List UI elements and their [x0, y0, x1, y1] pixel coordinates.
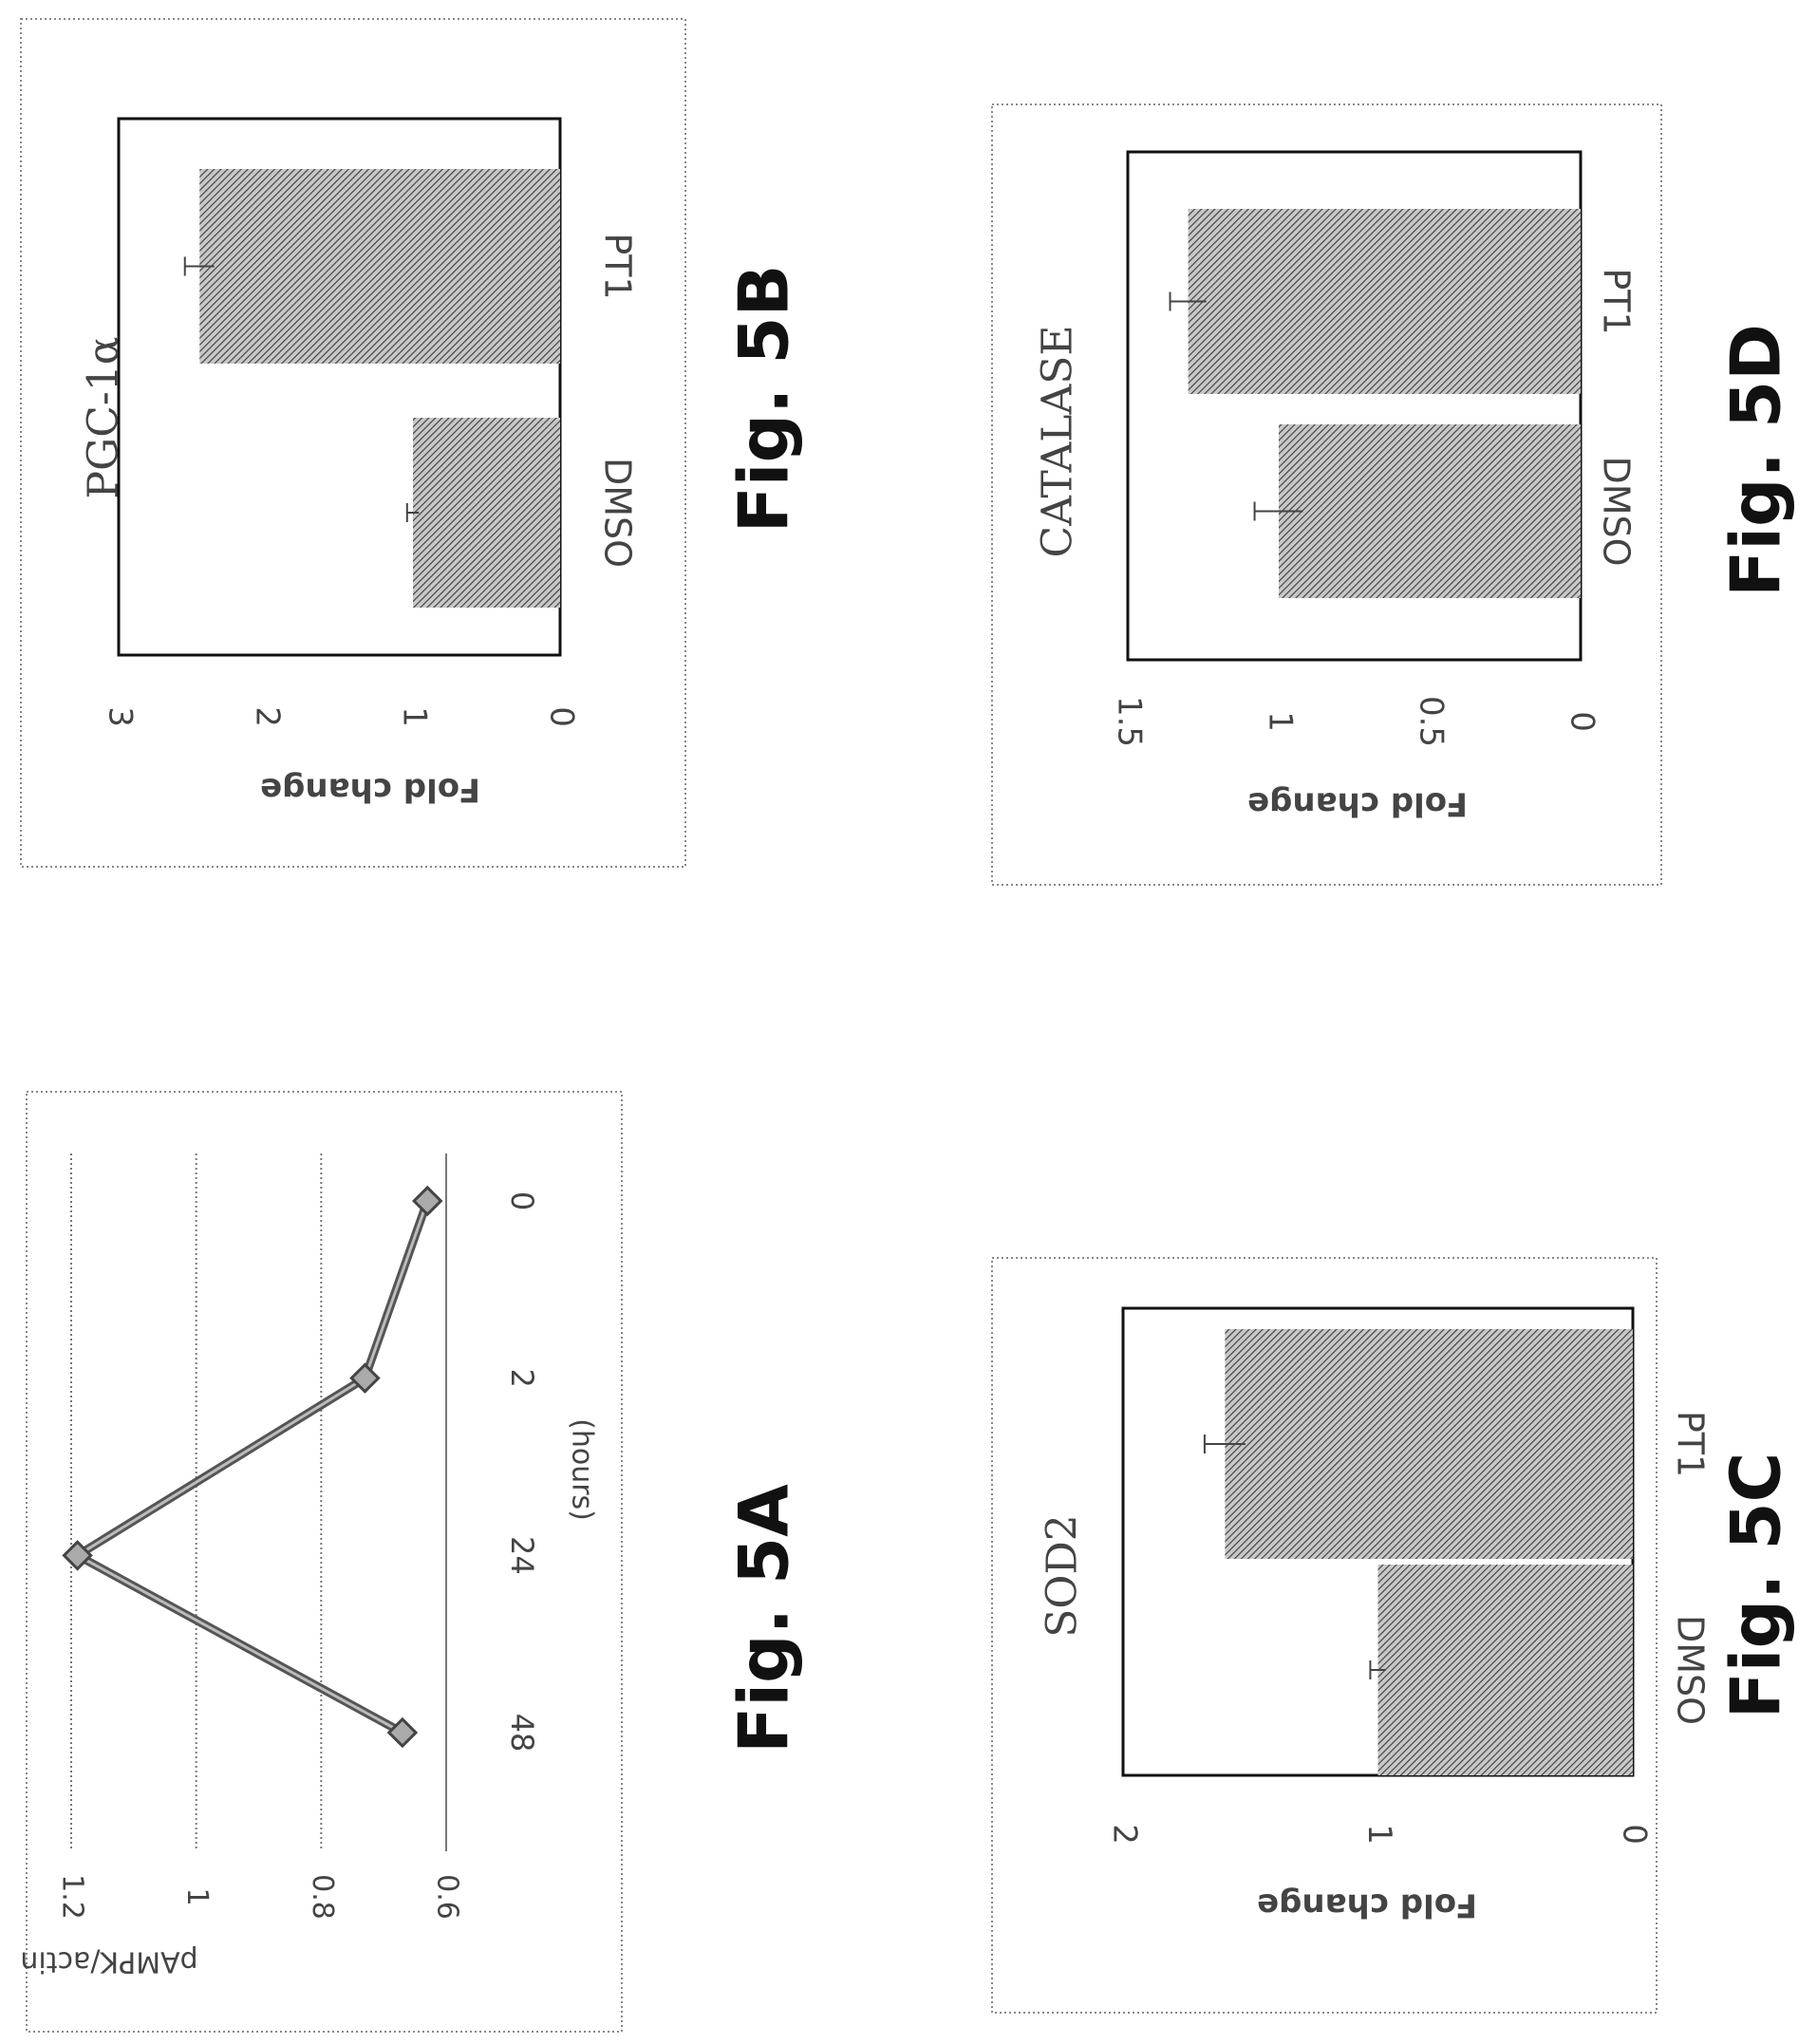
fig-5a-x-axis-label: (hours) — [566, 1418, 599, 1521]
fig-5d-bar-pt1 — [1188, 209, 1581, 394]
fig-5a-y-tick-label: 0.8 — [306, 1874, 339, 1920]
fig-5c-title: SOD2 — [1039, 1514, 1087, 1638]
fig-5b-caption: Fig. 5B — [724, 265, 804, 534]
fig-5c-plot: DMSO PT1 0 1 2 Fold change SOD2 — [1039, 1306, 1712, 1924]
fig-5c-y-axis-label: Fold change — [1257, 1886, 1477, 1924]
fig-5b-plot: DMSO PT1 0 1 2 3 Fold change PGC-1α — [80, 117, 639, 809]
fig-5b-y-tick-label: 3 — [102, 706, 140, 727]
fig-5c-caption: Fig. 5C — [1716, 1453, 1796, 1719]
fig-5c-panel: DMSO PT1 0 1 2 Fold change SOD2 Fig. 5C — [991, 1257, 1796, 2014]
fig-5b-y-axis-label: Fold change — [260, 771, 480, 809]
fig-5a-data-point-48 — [386, 1716, 419, 1749]
fig-5a-series-line-highlight — [74, 1200, 429, 1735]
fig-5d-y-axis-label: Fold change — [1247, 785, 1468, 823]
fig-5b-x-tick-label: PT1 — [597, 233, 639, 299]
fig-5d-y-tick-label: 1.5 — [1111, 696, 1149, 747]
fig-5d-x-tick-label: PT1 — [1596, 268, 1638, 334]
fig-5c-bar-pt1 — [1225, 1329, 1633, 1559]
fig-5d-y-tick-label: 0 — [1564, 711, 1602, 732]
fig-5d-y-tick-label: 0.5 — [1413, 696, 1451, 747]
fig-5c-y-tick-label: 2 — [1106, 1824, 1144, 1845]
fig-5a-panel: 0.6 0.8 1 1.2 0 2 24 48 (hours) pAMPK/actin Fig. … — [20, 1091, 804, 2033]
fig-5a-caption: Fig. 5A — [724, 1484, 804, 1753]
fig-5b-y-tick-label: 0 — [543, 706, 581, 727]
fig-5c-y-tick-label: 0 — [1616, 1824, 1654, 1845]
fig-5a-plot: 0.6 0.8 1 1.2 0 2 24 48 (hours) pAMPK/actin — [20, 1153, 599, 1978]
fig-5b-panel: DMSO PT1 0 1 2 3 Fold change PGC-1α Fig. 5B — [20, 18, 804, 868]
fig-5a-data-point-24 — [62, 1540, 93, 1571]
fig-5c-y-tick-label: 1 — [1360, 1824, 1398, 1845]
fig-5a-data-point-0 — [411, 1185, 443, 1217]
fig-5d-y-tick-label: 1 — [1262, 711, 1300, 732]
fig-5b-title: PGC-1α — [80, 337, 128, 499]
fig-5b-frame — [20, 18, 686, 868]
fig-5a-x-tick-label: 0 — [504, 1191, 540, 1210]
fig-5a-series-line — [68, 1199, 432, 1736]
fig-5d-frame — [991, 103, 1662, 886]
fig-5b-bar-dmso — [413, 418, 560, 608]
fig-5a-y-tick-label: 0.6 — [431, 1874, 464, 1920]
fig-5b-x-tick-label: DMSO — [597, 458, 639, 568]
fig-5c-x-tick-label: PT1 — [1670, 1411, 1712, 1477]
fig-5d-bar-dmso — [1279, 424, 1581, 598]
fig-5c-bar-dmso — [1377, 1565, 1633, 1775]
fig-5d-plot: DMSO PT1 0 0.5 1 1.5 Fold change CATALASE — [1034, 150, 1638, 823]
fig-5a-x-tick-label: 24 — [504, 1536, 540, 1575]
fig-5b-y-tick-label: 1 — [396, 706, 434, 727]
fig-5d-panel: DMSO PT1 0 0.5 1 1.5 Fold change CATALASE Fig. … — [991, 103, 1796, 886]
fig-5d-title: CATALASE — [1034, 325, 1082, 557]
fig-5c-x-tick-label: DMSO — [1670, 1615, 1712, 1725]
fig-5d-x-tick-label: DMSO — [1596, 456, 1638, 566]
fig-5d-plot-frame — [1126, 150, 1583, 662]
fig-5d-caption: Fig. 5D — [1716, 324, 1796, 597]
fig-5b-plot-frame — [117, 117, 562, 657]
fig-5a-x-tick-label: 2 — [504, 1368, 540, 1387]
fig-5a-y-tick-label: 1.2 — [56, 1874, 89, 1920]
fig-5a-y-tick-label: 1 — [180, 1887, 214, 1905]
fig-5a-frame — [26, 1091, 623, 2033]
fig-5b-bar-pt1 — [199, 169, 560, 364]
fig-5b-y-tick-label: 2 — [249, 706, 287, 727]
fig-5a-y-axis-label: pAMPK/actin — [20, 1945, 197, 1978]
fig-5a-data-point-2 — [349, 1362, 381, 1394]
fig-5a-x-tick-label: 48 — [504, 1714, 540, 1753]
fig-5c-frame — [991, 1257, 1658, 2014]
